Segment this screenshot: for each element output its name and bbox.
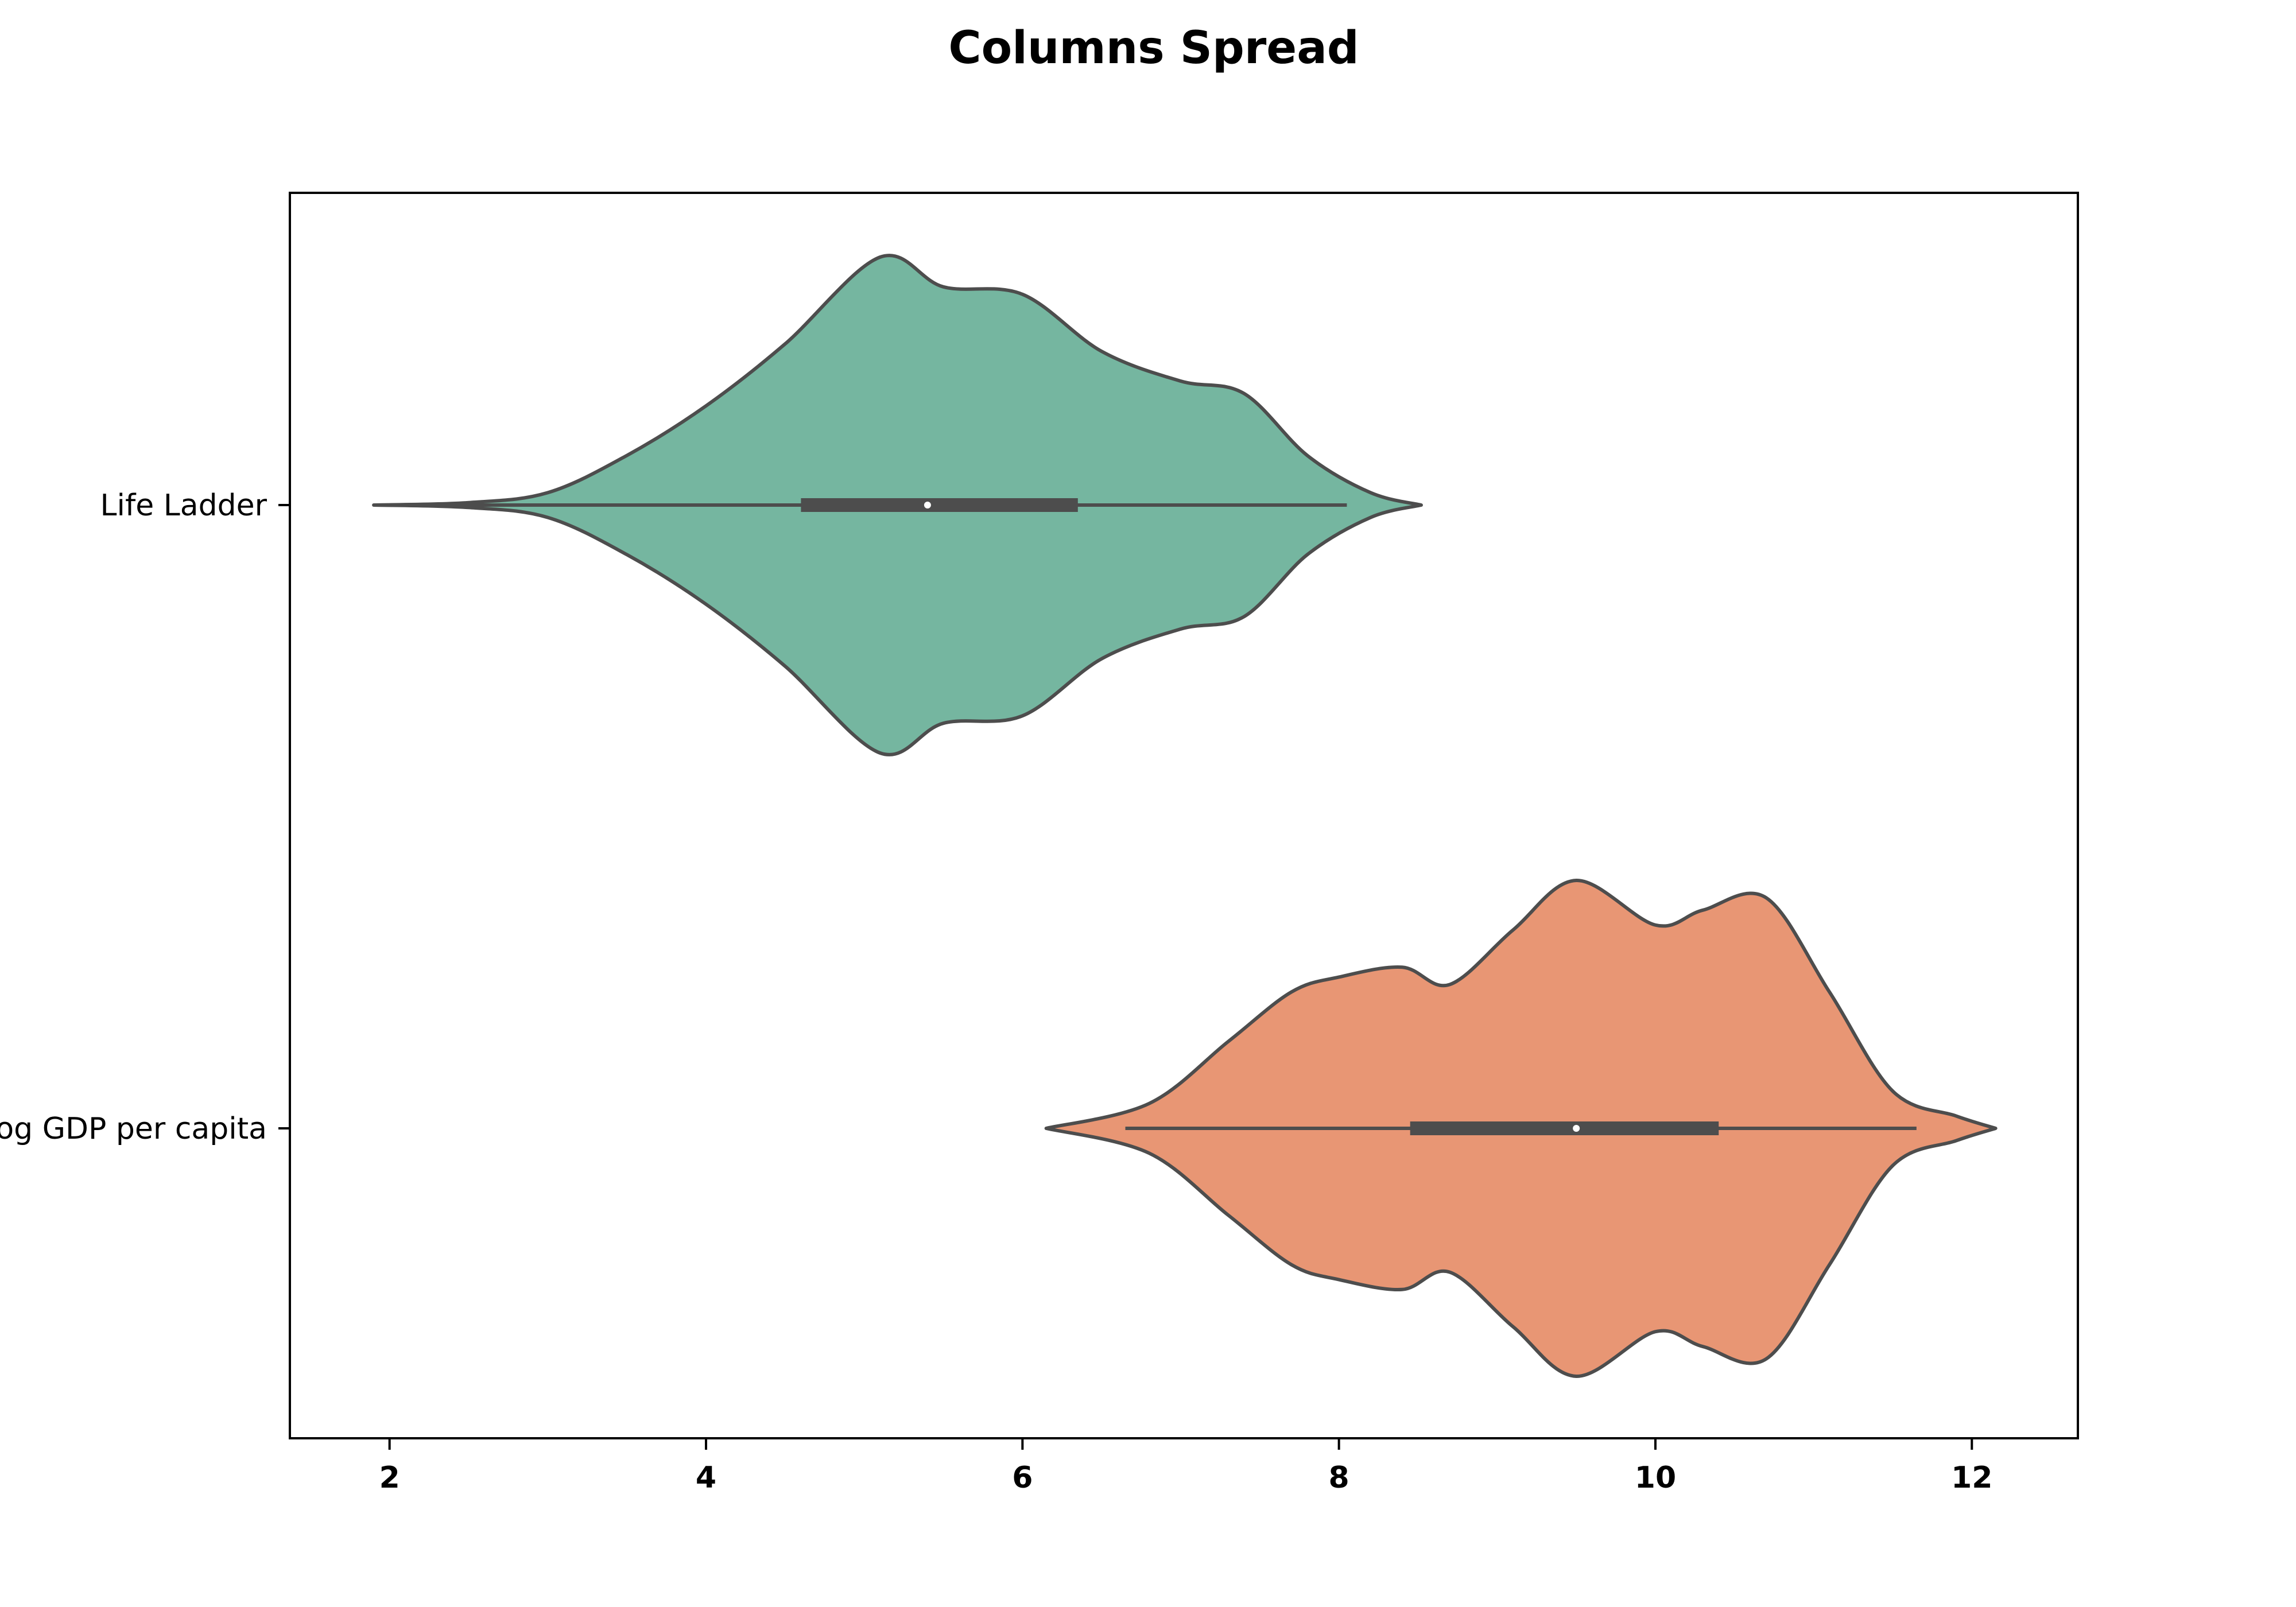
xtick-label-8: 8 — [1329, 1461, 1349, 1495]
ytick-label-log-gdp-per-capita: Log GDP per capita — [0, 1112, 267, 1146]
iqr-box-life-ladder — [801, 498, 1078, 512]
iqr-box-log-gdp-per-capita — [1410, 1121, 1719, 1135]
xtick-label-6: 6 — [1012, 1461, 1033, 1495]
xtick-label-2: 2 — [379, 1461, 400, 1495]
median-log-gdp-per-capita — [1573, 1125, 1580, 1132]
xtick-label-4: 4 — [696, 1461, 716, 1495]
median-life-ladder — [924, 502, 931, 509]
axes-layer: Life Ladder Log GDP per capita 2 4 6 8 10 12 — [0, 488, 1992, 1495]
ytick-label-life-ladder: Life Ladder — [100, 488, 267, 523]
xtick-label-12: 12 — [1951, 1461, 1992, 1495]
plot-layer — [372, 254, 1998, 1379]
xtick-label-10: 10 — [1635, 1461, 1676, 1495]
plot-frame — [289, 192, 2079, 1439]
chart-title: Columns Spread — [948, 22, 1359, 74]
